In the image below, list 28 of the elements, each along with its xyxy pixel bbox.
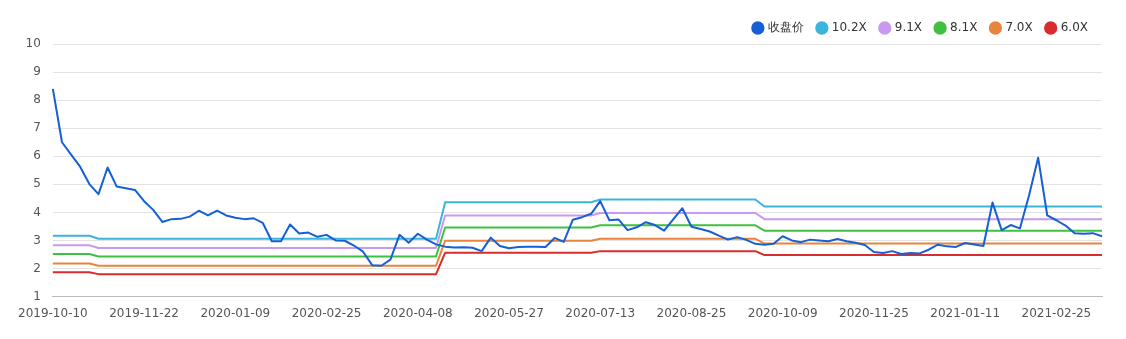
- x-tick-label: 2020-02-25: [291, 305, 362, 320]
- y-tick-label: 7: [33, 120, 41, 135]
- x-tick-label: 2021-01-11: [930, 305, 1001, 320]
- legend-label: 收盘价: [767, 20, 804, 35]
- x-tick-label: 2020-08-25: [656, 305, 727, 320]
- y-tick-label: 1: [33, 288, 41, 303]
- x-tick-label: 2021-02-25: [1021, 305, 1092, 320]
- legend-label: 7.0X: [1005, 20, 1033, 35]
- legend-label: 8.1X: [950, 20, 978, 35]
- legend-label: 10.2X: [831, 20, 867, 35]
- y-tick-label: 2: [33, 260, 41, 275]
- x-tick-label: 2019-10-10: [17, 305, 88, 320]
- y-tick-label: 8: [33, 92, 41, 107]
- y-tick-label: 9: [33, 64, 41, 79]
- x-tick-label: 2020-10-09: [747, 305, 818, 320]
- x-tick-label: 2019-11-22: [109, 305, 179, 320]
- y-tick-label: 10: [25, 36, 41, 51]
- y-tick-label: 4: [33, 204, 41, 219]
- x-tick-label: 2020-11-25: [839, 305, 909, 320]
- y-tick-label: 6: [33, 148, 41, 163]
- x-tick-label: 2020-07-13: [565, 305, 636, 320]
- x-tick-label: 2020-01-09: [200, 305, 271, 320]
- y-tick-label: 3: [33, 232, 41, 247]
- y-tick-label: 5: [33, 176, 41, 191]
- x-tick-label: 2020-05-27: [474, 305, 544, 320]
- legend-label: 6.0X: [1060, 20, 1089, 35]
- x-tick-label: 2020-04-08: [382, 305, 453, 320]
- legend-label: 9.1X: [894, 20, 923, 35]
